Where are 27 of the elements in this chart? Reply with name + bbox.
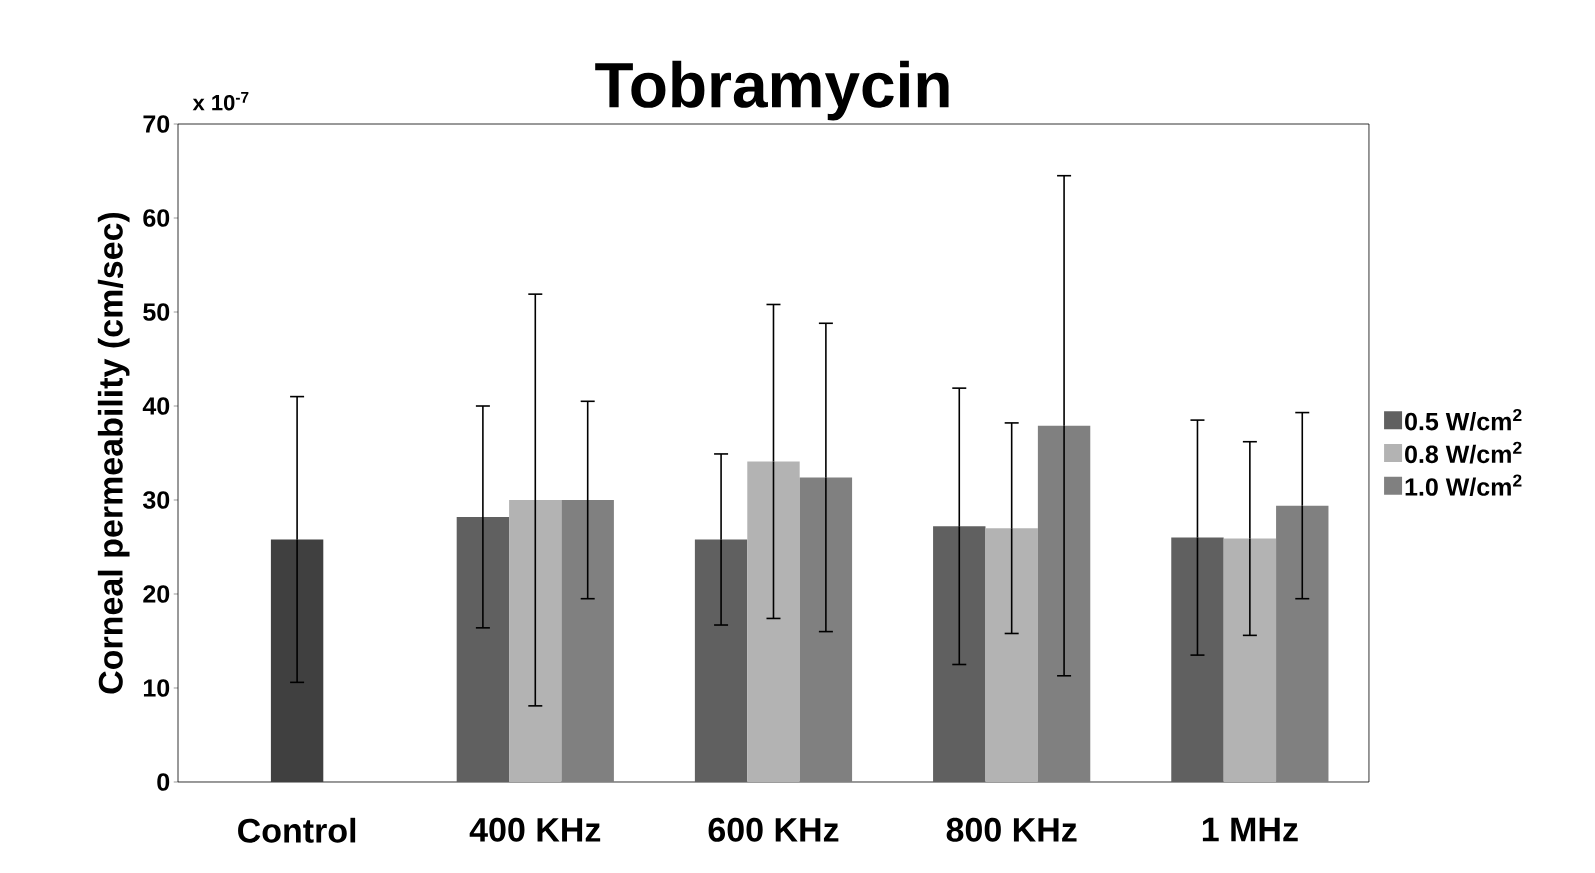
y-tick-label: 60 <box>143 209 170 227</box>
bar <box>694 539 748 782</box>
bar <box>456 516 510 782</box>
bar <box>1276 505 1329 782</box>
y-tick-label: 0 <box>157 773 170 791</box>
y-tick-label: 70 <box>143 115 170 133</box>
bar <box>985 528 1038 782</box>
bar <box>1223 538 1277 782</box>
x-tick-label: 600 KHz <box>708 817 839 842</box>
y-axis-title: Corneal permeability (cm/sec) <box>97 212 130 694</box>
bar <box>561 500 614 782</box>
y-tick-label: 40 <box>142 397 170 415</box>
y-tick-label: 50 <box>143 303 170 321</box>
y-tick-label: 20 <box>143 585 170 603</box>
bar <box>1171 537 1224 782</box>
x-tick-label: Control <box>238 817 356 843</box>
x-tick-label: 400 KHz <box>469 817 601 842</box>
legend-label: 0.8 W/cm$^{2}$ <box>1405 441 1522 464</box>
x-tick-label: 1 MHz <box>1202 817 1298 842</box>
y-tick-label: 10 <box>143 679 170 697</box>
text: x 10$^{-7}$ <box>192 92 249 111</box>
y-tick-label: 30 <box>142 491 170 509</box>
x-tick-label: 800 KHz <box>946 817 1077 842</box>
legend-label: 0.5 W/cm$^{2}$ <box>1405 408 1522 431</box>
chart-title: Tobramycin <box>595 60 949 121</box>
legend-label: 1.0 W/cm$^{2}$ <box>1405 474 1522 497</box>
bar <box>747 461 800 782</box>
